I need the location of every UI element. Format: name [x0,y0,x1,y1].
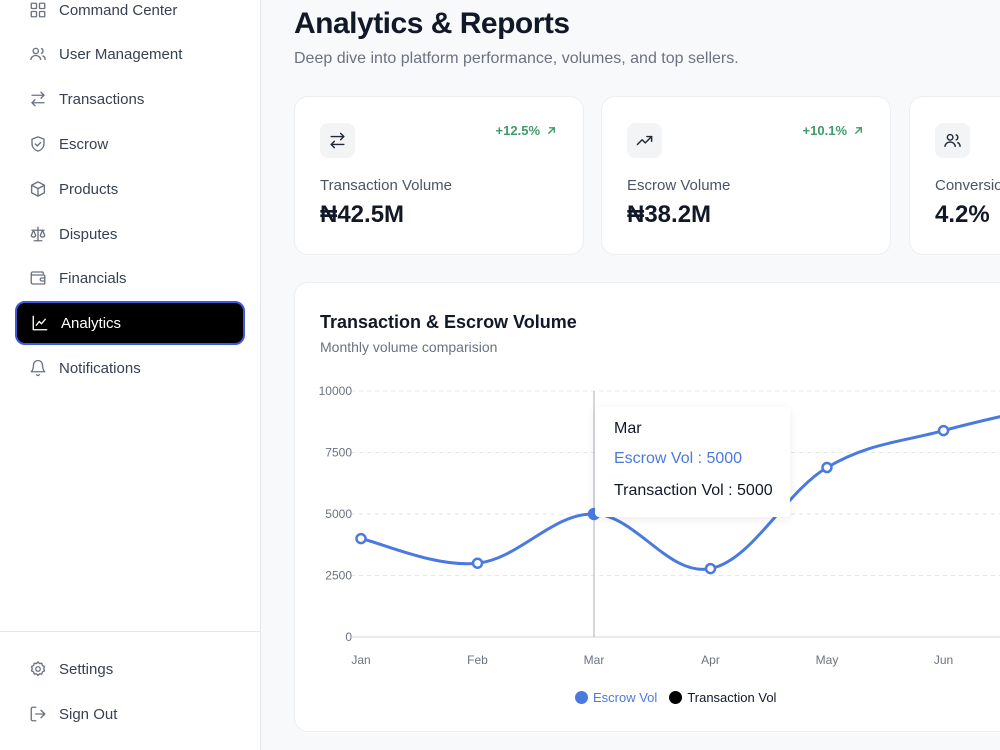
chart-title: Transaction & Escrow Volume [320,312,577,332]
sidebar-item-user-management[interactable]: User Management [15,32,245,76]
sidebar-item-sign-out[interactable]: Sign Out [15,692,245,736]
main-content: Analytics & Reports Deep dive into platf… [261,0,1000,750]
legend-dot [669,691,683,704]
stat-card-escrow-volume: +10.1% Escrow Volume ₦38.2M [601,96,891,255]
y-tick-label: 5000 [325,507,352,521]
volume-line-chart[interactable]: 025005000750010000JanFebMarAprMayJunJul [295,283,1000,732]
sidebar-item-label: Sign Out [59,705,118,723]
chart-card: Transaction & Escrow Volume Monthly volu… [294,282,1000,732]
gear-icon [29,660,47,678]
tooltip-label: Mar [614,420,642,437]
stat-value: 4.2% [935,201,990,228]
sidebar-item-label: User Management [59,45,183,63]
stat-card-conversion: Conversion 4.2% [909,96,1000,255]
data-point [704,562,717,575]
page-title: Analytics & Reports [294,7,570,40]
y-tick-label: 10000 [319,384,353,398]
arrows-left-right-icon [320,123,355,158]
data-point [821,461,833,474]
chart-legend: Escrow Vol Transaction Vol [575,690,788,705]
sidebar-item-label: Transactions [59,90,145,108]
legend-item-escrow[interactable]: Escrow Vol [575,690,657,705]
stat-label: Conversion [935,177,1000,194]
data-point [355,532,367,545]
sidebar-item-label: Escrow [59,135,109,153]
page-subtitle: Deep dive into platform performance, vol… [294,50,739,67]
users-icon [29,45,47,63]
x-tick-label: Feb [467,653,488,667]
y-tick-label: 0 [345,630,352,644]
legend-item-transaction[interactable]: Transaction Vol [669,690,776,705]
wallet-icon [29,269,47,287]
sidebar-item-financials[interactable]: Financials [15,256,245,300]
sidebar-item-transactions[interactable]: Transactions [15,77,245,121]
arrow-up-right-icon [855,127,862,134]
sign-out-icon [29,705,47,723]
y-tick-label: 7500 [325,446,352,460]
stat-change-badge: +10.1% [803,123,864,138]
stat-value: ₦42.5M [320,201,405,228]
x-tick-label: May [816,653,839,667]
sidebar-item-label: Command Center [59,1,178,19]
sidebar-item-disputes[interactable]: Disputes [15,212,245,256]
sidebar-item-products[interactable]: Products [15,167,245,211]
stat-label: Escrow Volume [627,177,731,194]
line-chart-icon [31,314,49,332]
chart-tooltip: Mar Escrow Vol : 5000 Transaction Vol : … [595,407,790,517]
chart-subtitle: Monthly volume comparision [320,339,498,355]
sidebar-item-label: Financials [59,269,127,287]
trending-up-icon [627,123,662,158]
arrows-left-right-icon [29,90,47,108]
stat-label: Transaction Volume [320,177,453,194]
sidebar-item-label: Notifications [59,359,141,377]
tooltip-transaction-value: Transaction Vol : 5000 [614,482,773,499]
y-tick-label: 2500 [325,569,352,583]
sidebar: Command Center User Management Transacti… [0,0,261,750]
sidebar-item-label: Disputes [59,225,118,243]
stat-card-transaction-volume: +12.5% Transaction Volume ₦42.5M [294,96,584,255]
bell-icon [29,359,47,377]
x-tick-label: Apr [701,653,720,667]
sidebar-item-label: Settings [59,660,114,678]
box-icon [29,180,47,198]
users-icon [935,123,970,158]
data-point [937,424,950,437]
grid-icon [29,1,47,19]
sidebar-item-command-center[interactable]: Command Center [15,0,245,32]
sidebar-divider [0,631,260,632]
tooltip-escrow-value: Escrow Vol : 5000 [614,450,743,467]
sidebar-item-settings[interactable]: Settings [15,647,245,691]
stat-change-badge: +12.5% [496,123,557,138]
x-tick-label: Mar [584,653,605,667]
x-tick-label: Jan [351,653,370,667]
sidebar-item-label: Analytics [61,314,122,332]
arrow-up-right-icon [548,127,555,134]
shield-check-icon [29,135,47,153]
stat-value: ₦38.2M [627,201,712,228]
sidebar-item-analytics[interactable]: Analytics [15,301,245,345]
data-point [471,557,484,569]
legend-dot [575,691,588,704]
x-tick-label: Jun [934,653,953,667]
sidebar-item-label: Products [59,180,119,198]
sidebar-item-notifications[interactable]: Notifications [15,346,245,390]
sidebar-item-escrow[interactable]: Escrow [15,122,245,166]
scale-icon [29,225,47,243]
